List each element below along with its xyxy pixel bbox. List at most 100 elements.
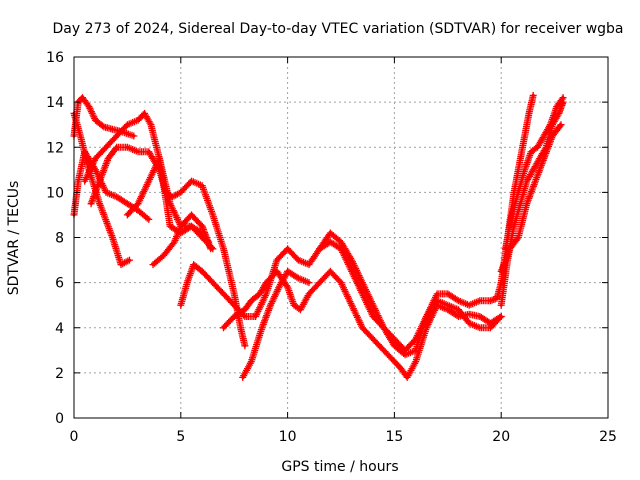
data-point [106, 157, 110, 161]
y-tick-label: 8 [55, 231, 64, 247]
data-point [232, 303, 236, 307]
data-point [136, 118, 140, 122]
data-point [512, 224, 516, 228]
data-point [239, 326, 243, 330]
data-point [307, 281, 311, 285]
data-markers [497, 121, 565, 275]
series-track-15 [502, 94, 567, 253]
y-tick-label: 0 [55, 411, 64, 427]
x-tick-label: 15 [385, 429, 403, 445]
data-point [179, 190, 183, 194]
data-point [83, 150, 87, 154]
y-tick-label: 14 [46, 95, 64, 111]
data-point [185, 281, 189, 285]
data-markers [70, 148, 153, 223]
data-point [531, 168, 535, 172]
x-tick-label: 25 [599, 429, 617, 445]
data-point [81, 96, 85, 100]
data-point [424, 326, 428, 330]
data-point [232, 292, 236, 296]
data-point [523, 134, 527, 138]
data-point [350, 269, 354, 273]
data-point [275, 269, 279, 273]
data-point [151, 263, 155, 267]
data-point [168, 224, 172, 228]
data-point [328, 231, 332, 235]
data-point [76, 179, 80, 183]
data-point [489, 326, 493, 330]
data-point [550, 134, 554, 138]
data-point [136, 202, 140, 206]
data-point [392, 344, 396, 348]
data-point [512, 190, 516, 194]
data-point [371, 314, 375, 318]
y-tick-label: 6 [55, 276, 64, 292]
data-point [83, 179, 87, 183]
data-point [478, 299, 482, 303]
data-point [525, 179, 529, 183]
data-point [162, 254, 166, 258]
data-point [296, 258, 300, 262]
data-point [499, 314, 503, 318]
data-markers [316, 238, 505, 359]
data-point [307, 263, 311, 267]
data-point [157, 157, 161, 161]
data-point [399, 366, 403, 370]
data-point [296, 276, 300, 280]
data-point [555, 105, 559, 109]
x-tick-label: 20 [492, 429, 510, 445]
data-point [328, 269, 332, 273]
data-point [254, 314, 258, 318]
data-point [478, 326, 482, 330]
data-point [104, 190, 108, 194]
data-point [125, 213, 129, 217]
data-point [360, 292, 364, 296]
y-tick-label: 10 [46, 185, 64, 201]
data-point [518, 202, 522, 206]
data-point [110, 236, 114, 239]
data-point [189, 213, 193, 217]
data-point [542, 134, 546, 138]
data-point [382, 348, 386, 352]
data-point [279, 281, 283, 285]
data-point [371, 303, 375, 307]
data-point [93, 118, 97, 122]
x-tick-label: 0 [70, 429, 79, 445]
data-point [87, 105, 91, 109]
data-point [200, 184, 204, 188]
data-point [328, 240, 332, 244]
data-point [286, 269, 290, 273]
data-point [414, 348, 418, 352]
data-point [275, 258, 279, 262]
y-tick-label: 12 [46, 140, 64, 156]
data-point [561, 96, 565, 100]
data-point [125, 123, 129, 127]
data-point [339, 240, 343, 244]
data-point [307, 292, 311, 296]
data-point [78, 134, 82, 138]
series-track-14 [497, 121, 565, 275]
data-markers [239, 267, 313, 381]
data-point [211, 281, 215, 285]
data-point [286, 247, 290, 251]
y-tick-label: 16 [46, 50, 64, 66]
data-point [516, 190, 520, 194]
data-point [172, 240, 176, 244]
data-point [467, 312, 471, 316]
data-point [110, 127, 114, 131]
data-point [424, 314, 428, 318]
data-point [258, 292, 262, 296]
data-point [478, 314, 482, 318]
data-point [115, 145, 119, 149]
data-point [298, 308, 302, 312]
data-point [136, 208, 140, 212]
data-point [350, 303, 354, 307]
y-tick-label: 2 [55, 366, 64, 382]
data-point [149, 123, 153, 127]
data-point [392, 360, 396, 364]
data-point [523, 168, 527, 172]
data-point [467, 303, 471, 307]
data-point [499, 303, 503, 307]
data-point [147, 179, 151, 183]
